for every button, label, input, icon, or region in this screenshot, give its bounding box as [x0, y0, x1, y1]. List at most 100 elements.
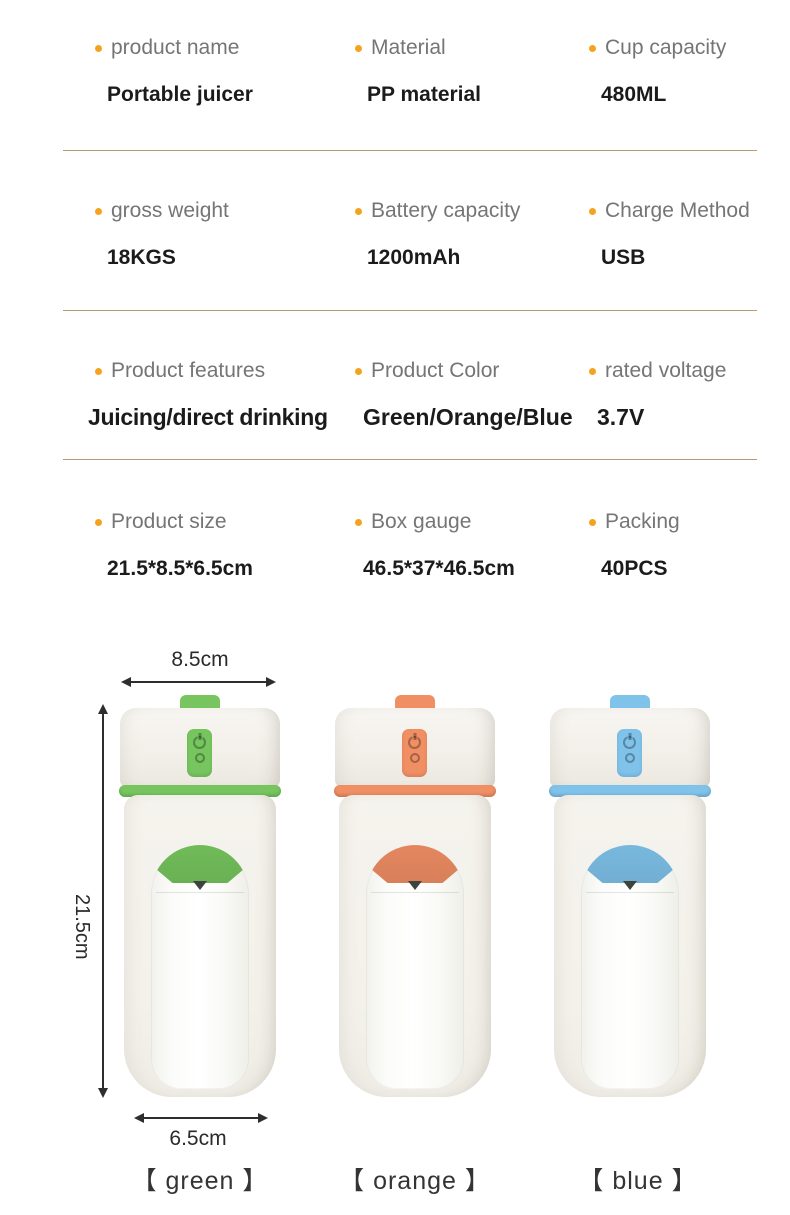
spec-cell-product-size: Product size 21.5*8.5*6.5cm: [95, 508, 355, 583]
caption-blue: 【 blue 】: [578, 1167, 698, 1195]
spec-row-3: Product features Juicing/direct drinking…: [0, 311, 790, 433]
bullet-icon: [95, 44, 102, 52]
power-icon: [193, 736, 206, 749]
blade-spike-icon: [623, 881, 637, 890]
spec-cell-packing: Packing 40PCS: [589, 508, 770, 583]
cup-window: [151, 845, 249, 1089]
divider: [63, 310, 757, 311]
spec-cell-box-gauge: Box gauge 46.5*37*46.5cm: [355, 508, 589, 583]
button-badge: [402, 729, 427, 777]
spec-row-2: gross weight 18KGS Battery capacity 1200…: [0, 151, 790, 272]
spec-label: Material: [371, 36, 446, 59]
caption-green: 【 green 】: [131, 1167, 269, 1195]
spec-value: 1200mAh: [367, 246, 461, 269]
power-icon: [408, 736, 421, 749]
bullet-icon: [355, 207, 362, 215]
spec-cell-charge-method: Charge Method USB: [589, 197, 770, 272]
spec-label: Packing: [605, 510, 680, 533]
bottom-width-arrow-icon: [134, 1113, 268, 1123]
accent-ring: [334, 785, 496, 797]
blade-cover: [366, 845, 464, 883]
spec-value: 21.5*8.5*6.5cm: [107, 557, 253, 580]
spec-value: 40PCS: [601, 557, 668, 580]
blade-line: [371, 892, 459, 893]
bullet-icon: [589, 207, 596, 215]
spec-cell-cup-capacity: Cup capacity 480ML: [589, 34, 770, 109]
spec-label: Product size: [111, 510, 227, 533]
bullet-icon: [95, 518, 102, 526]
button-badge: [617, 729, 642, 777]
spec-value: Green/Orange/Blue: [363, 404, 573, 430]
spec-value: 18KGS: [107, 246, 176, 269]
spec-table: product name Portable juicer Material PP…: [0, 0, 790, 583]
dimension-height-left: 21.5cm: [71, 894, 93, 960]
spec-label: rated voltage: [605, 359, 727, 382]
blade-spike-icon: [408, 881, 422, 890]
accent-ring: [549, 785, 711, 797]
spec-cell-material: Material PP material: [355, 34, 589, 109]
spec-cell-gross-weight: gross weight 18KGS: [95, 197, 355, 272]
blade-line: [156, 892, 244, 893]
bullet-icon: [355, 518, 362, 526]
button-badge: [187, 729, 212, 777]
spec-value: 480ML: [601, 83, 667, 106]
spec-value: PP material: [367, 83, 482, 106]
height-arrow-icon: [98, 704, 108, 1098]
accent-ring: [119, 785, 281, 797]
lid-tab: [395, 695, 435, 711]
blade-cover: [151, 845, 249, 883]
spec-label: Box gauge: [371, 510, 472, 533]
divider: [63, 150, 757, 151]
juicer-blue: [549, 695, 711, 1105]
circle-icon: [409, 753, 420, 763]
blade-cover: [581, 845, 679, 883]
bullet-icon: [95, 367, 102, 375]
width-arrow-icon: [121, 677, 276, 687]
juicer-green: [119, 695, 281, 1105]
cup-body: [339, 795, 491, 1097]
blade-line: [586, 892, 674, 893]
cup-window: [581, 845, 679, 1089]
spec-value: Juicing/direct drinking: [88, 404, 328, 430]
product-figure: 8.5cm 21.5cm: [0, 610, 790, 1215]
circle-icon: [624, 753, 635, 763]
cup-body: [554, 795, 706, 1097]
bullet-icon: [589, 518, 596, 526]
spec-cell-product-color: Product Color Green/Orange/Blue: [355, 357, 589, 433]
bullet-icon: [589, 367, 596, 375]
spec-value: 46.5*37*46.5cm: [363, 557, 515, 580]
spec-label: product name: [111, 36, 240, 59]
bullet-icon: [95, 207, 102, 215]
bullet-icon: [355, 44, 362, 52]
juicer-orange: [334, 695, 496, 1105]
dimension-width-bottom: 6.5cm: [169, 1127, 227, 1150]
caption-orange: 【 orange 】: [339, 1167, 491, 1195]
spec-label: Cup capacity: [605, 36, 727, 59]
spec-value: USB: [601, 246, 646, 269]
lid-tab: [180, 695, 220, 711]
spec-value: Portable juicer: [107, 83, 253, 106]
spec-cell-product-name: product name Portable juicer: [95, 34, 355, 109]
blade-spike-icon: [193, 881, 207, 890]
lid-tab: [610, 695, 650, 711]
spec-cell-battery-capacity: Battery capacity 1200mAh: [355, 197, 589, 272]
spec-label: Product features: [111, 359, 266, 382]
cup-window: [366, 845, 464, 1089]
power-icon: [623, 736, 636, 749]
cup-body: [124, 795, 276, 1097]
spec-label: gross weight: [111, 199, 229, 222]
bullet-icon: [355, 367, 362, 375]
spec-label: Product Color: [371, 359, 500, 382]
dimension-width-top: 8.5cm: [171, 648, 229, 671]
divider: [63, 459, 757, 460]
spec-value: 3.7V: [597, 404, 645, 430]
bullet-icon: [589, 44, 596, 52]
spec-cell-product-features: Product features Juicing/direct drinking: [88, 357, 355, 433]
circle-icon: [194, 753, 205, 763]
spec-cell-rated-voltage: rated voltage 3.7V: [589, 357, 770, 433]
spec-label: Charge Method: [605, 199, 750, 222]
spec-row-4: Product size 21.5*8.5*6.5cm Box gauge 46…: [0, 460, 790, 583]
spec-row-1: product name Portable juicer Material PP…: [0, 0, 790, 109]
spec-label: Battery capacity: [371, 199, 521, 222]
